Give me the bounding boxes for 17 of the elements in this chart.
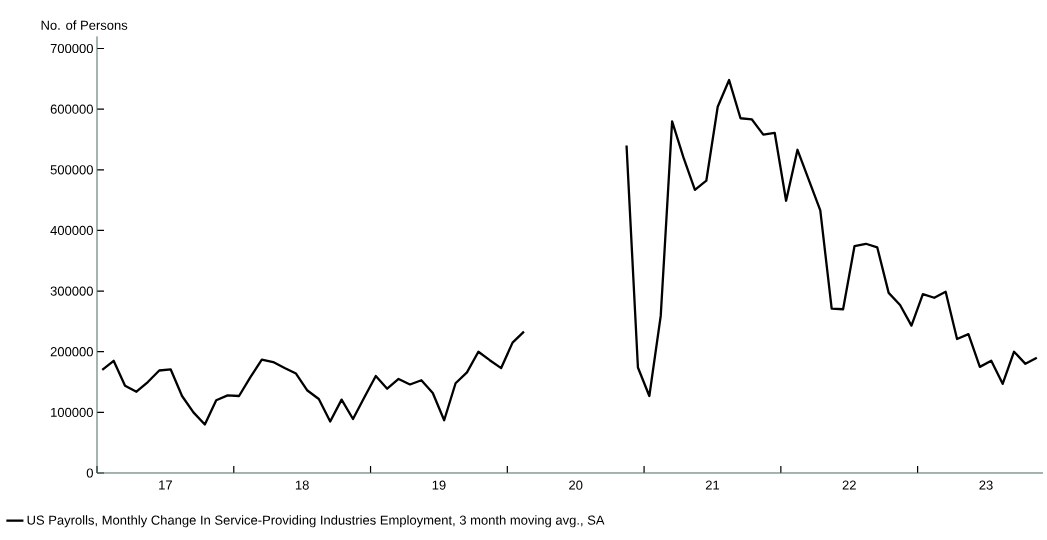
x-tick-label: 23 <box>979 480 993 490</box>
y-tick-label: 0 <box>86 468 93 478</box>
y-tick-label: 400000 <box>50 225 93 236</box>
x-tick-label: 22 <box>842 480 856 490</box>
y-tick-label: 200000 <box>50 347 93 357</box>
y-tick-label: 600000 <box>50 104 93 114</box>
x-tick-label: 20 <box>569 480 583 490</box>
legend-label: US Payrolls, Monthly Change In Service-Providing Industries Employment, 3 month moving avg., SA <box>27 515 605 528</box>
y-tick-label: 300000 <box>50 286 93 296</box>
y-tick-label: 700000 <box>50 43 93 54</box>
x-tick-label: 21 <box>705 480 720 490</box>
y-tick-label: 500000 <box>50 165 93 175</box>
x-tick-label: 19 <box>432 480 446 490</box>
x-tick-label: 17 <box>159 480 172 490</box>
x-tick-label: 18 <box>295 480 309 490</box>
y-tick-label: 100000 <box>51 407 93 417</box>
y-axis-title: No. of Persons <box>41 20 128 30</box>
